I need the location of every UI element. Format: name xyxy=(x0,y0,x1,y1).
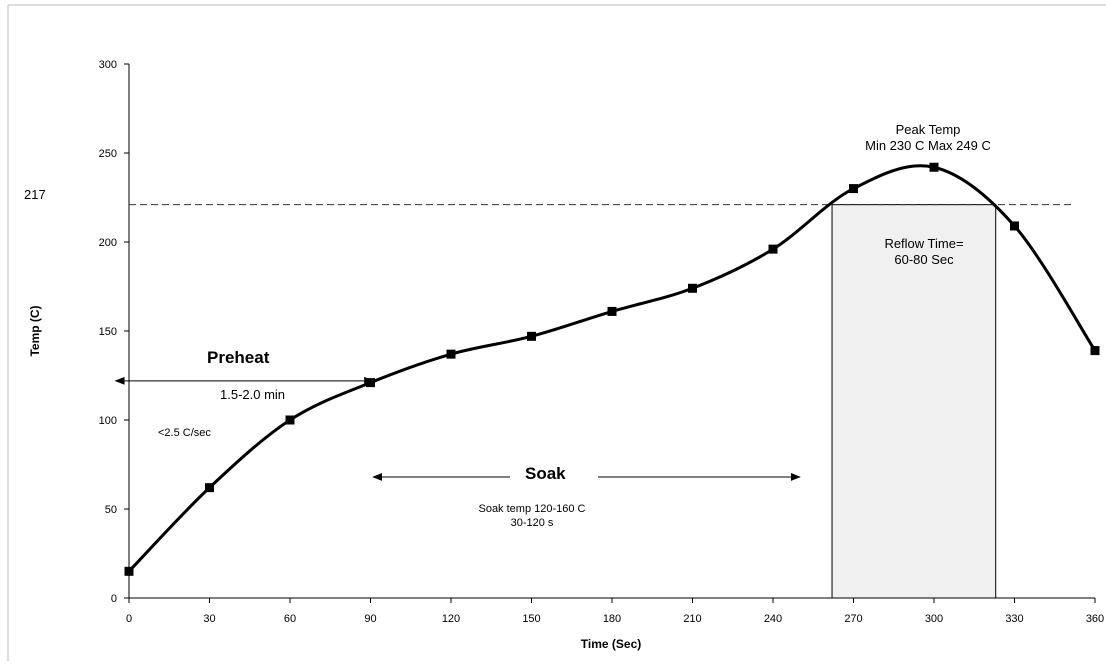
x-tick-label: 270 xyxy=(844,613,862,625)
x-tick-label: 60 xyxy=(284,613,296,625)
soak-temp-label: Soak temp 120-160 C xyxy=(478,503,585,515)
x-tick-label: 330 xyxy=(1005,613,1023,625)
data-point-marker xyxy=(124,566,134,576)
data-point-marker xyxy=(527,331,536,341)
data-point-marker xyxy=(1010,221,1019,231)
peak-temp-label: Peak Temp xyxy=(896,122,961,137)
x-tick-label: 30 xyxy=(203,613,215,625)
x-tick-label: 0 xyxy=(126,613,132,625)
data-point-marker xyxy=(607,306,617,316)
x-tick-label: 300 xyxy=(925,613,943,625)
y-tick-label: 300 xyxy=(99,59,117,71)
y-tick-label: 150 xyxy=(99,326,117,338)
soak-time-label: 30-120 s xyxy=(511,517,554,529)
reflow-time-region xyxy=(831,204,997,599)
x-axis-title: Time (Sec) xyxy=(581,637,641,651)
peak-temp-range-label: Min 230 C Max 249 C xyxy=(865,138,991,153)
axes: 0 50 100 150 200 250 300 0 30 60 90 120 150 180 210 240… xyxy=(99,59,1105,625)
reference-line-label: 217 xyxy=(24,187,46,202)
y-tick-label: 0 xyxy=(111,593,117,605)
y-axis-title: Temp (C) xyxy=(28,305,42,356)
preheat-label: Preheat xyxy=(207,348,270,367)
x-tick-label: 360 xyxy=(1086,613,1104,625)
data-point-marker xyxy=(929,162,939,172)
x-tick-label: 210 xyxy=(683,613,701,625)
x-tick-label: 120 xyxy=(442,613,460,625)
data-point-marker xyxy=(768,244,778,254)
y-tick-label: 250 xyxy=(99,148,117,160)
x-tick-label: 180 xyxy=(603,613,621,625)
reflow-time-label: Reflow Time= xyxy=(884,236,963,251)
reflow-region-layer xyxy=(831,204,997,599)
x-tick-label: 240 xyxy=(764,613,782,625)
data-point-marker xyxy=(205,483,214,493)
data-point-marker xyxy=(1090,346,1100,356)
y-tick-label: 200 xyxy=(99,237,117,249)
reflow-time-range-label: 60-80 Sec xyxy=(894,252,954,267)
x-tick-label: 150 xyxy=(522,613,540,625)
preheat-time-label: 1.5-2.0 min xyxy=(220,387,285,402)
x-tick-label: 90 xyxy=(364,613,376,625)
data-point-marker xyxy=(285,415,295,425)
y-tick-label: 100 xyxy=(99,415,117,427)
data-point-marker xyxy=(688,283,697,293)
y-tick-label: 50 xyxy=(105,504,117,516)
data-point-marker xyxy=(366,378,375,388)
data-point-marker xyxy=(849,184,858,194)
arrow-layer xyxy=(114,376,801,481)
ramp-rate-label: <2.5 C/sec xyxy=(158,427,211,439)
soak-label: Soak xyxy=(525,464,566,483)
data-point-marker xyxy=(446,349,456,359)
